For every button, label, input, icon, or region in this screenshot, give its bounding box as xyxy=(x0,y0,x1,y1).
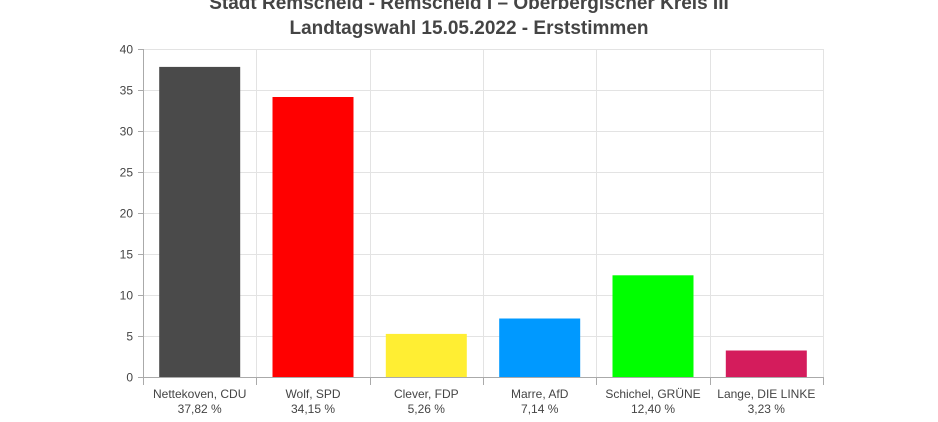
data-label: 12,40 % xyxy=(631,402,675,416)
y-tick-label: 35 xyxy=(120,84,134,98)
chart-title: Stadt Remscheid - Remscheid I – Oberberg… xyxy=(209,0,729,14)
bar xyxy=(612,275,694,377)
x-tick-label: Schichel, GRÜNE xyxy=(605,387,700,401)
y-tick-label: 25 xyxy=(120,166,134,180)
x-tick-label: Wolf, SPD xyxy=(285,387,340,401)
axes xyxy=(138,49,824,385)
x-tick-label: Marre, AfD xyxy=(511,387,569,401)
bar xyxy=(159,66,241,378)
x-tick-label: Clever, FDP xyxy=(394,387,459,401)
data-label: 34,15 % xyxy=(291,402,335,416)
bar xyxy=(272,97,354,377)
y-tick-label: 40 xyxy=(120,43,134,57)
data-label: 5,26 % xyxy=(408,402,446,416)
data-label: 37,82 % xyxy=(178,402,222,416)
x-tick-label: Lange, DIE LINKE xyxy=(717,387,815,401)
gridlines xyxy=(143,49,824,377)
x-tick-label: Nettekoven, CDU xyxy=(153,387,246,401)
y-tick-label: 20 xyxy=(120,207,134,221)
y-tick-label: 5 xyxy=(126,330,133,344)
y-tick-label: 30 xyxy=(120,125,134,139)
y-tick-label: 0 xyxy=(126,371,133,385)
y-tick-label: 15 xyxy=(120,248,134,262)
bars xyxy=(159,66,807,378)
data-label: 7,14 % xyxy=(521,402,559,416)
data-label: 3,23 % xyxy=(748,402,786,416)
bar xyxy=(385,333,467,377)
bar xyxy=(499,318,581,377)
chart-subtitle: Landtagswahl 15.05.2022 - Erststimmen xyxy=(289,18,648,39)
y-tick-label: 10 xyxy=(120,289,134,303)
bar xyxy=(725,350,807,377)
